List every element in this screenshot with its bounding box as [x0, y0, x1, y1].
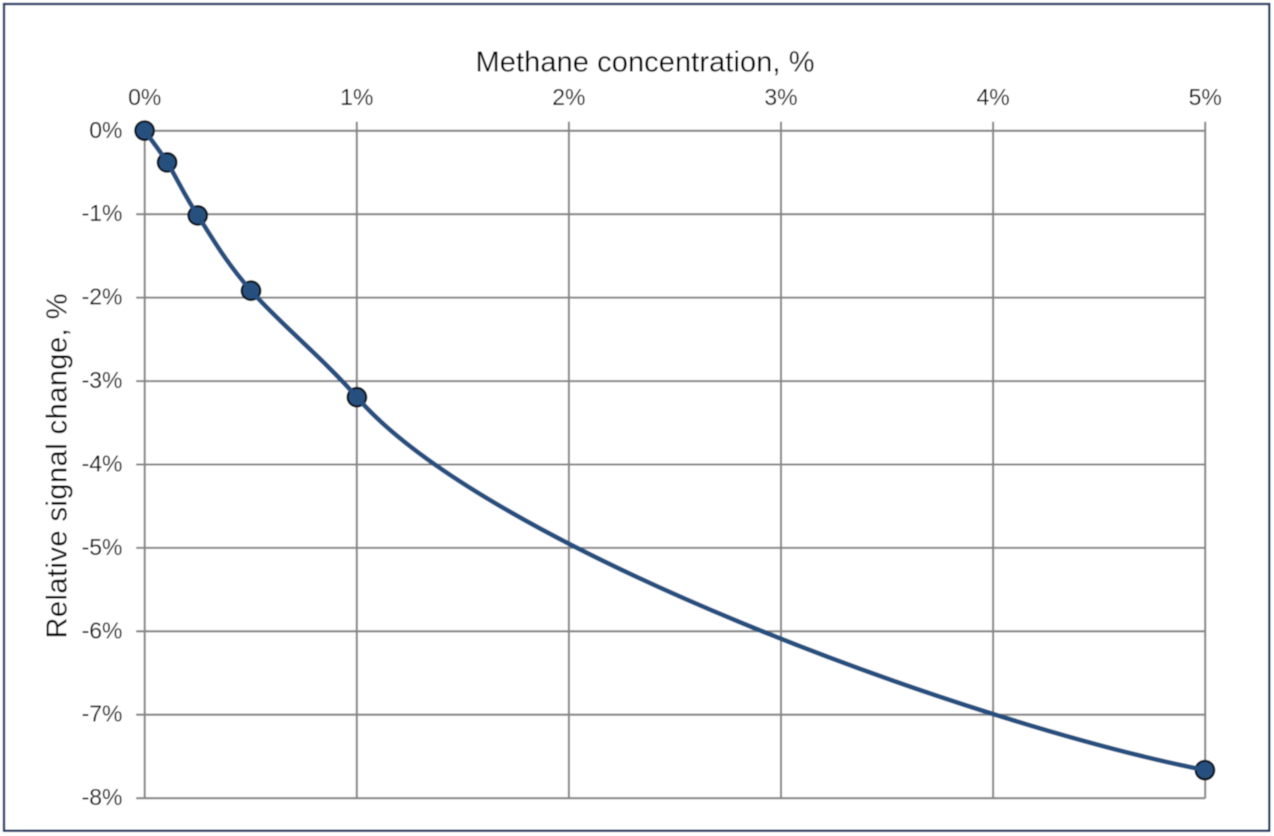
svg-text:Methane concentration, %: Methane concentration, % [476, 46, 815, 78]
svg-text:0%: 0% [89, 117, 122, 143]
svg-text:-7%: -7% [82, 701, 123, 727]
svg-text:5%: 5% [1189, 84, 1222, 110]
svg-text:-5%: -5% [82, 534, 123, 560]
svg-text:1%: 1% [340, 84, 373, 110]
svg-text:-1%: -1% [82, 200, 123, 226]
svg-text:-8%: -8% [82, 784, 123, 810]
svg-text:4%: 4% [976, 84, 1009, 110]
svg-text:-2%: -2% [82, 284, 123, 310]
svg-text:2%: 2% [552, 84, 585, 110]
svg-text:-6%: -6% [82, 617, 123, 643]
svg-text:-3%: -3% [82, 367, 123, 393]
svg-text:3%: 3% [764, 84, 797, 110]
svg-text:-4%: -4% [82, 451, 123, 477]
svg-text:0%: 0% [128, 84, 161, 110]
svg-text:Relative signal change, %: Relative signal change, % [42, 294, 74, 639]
